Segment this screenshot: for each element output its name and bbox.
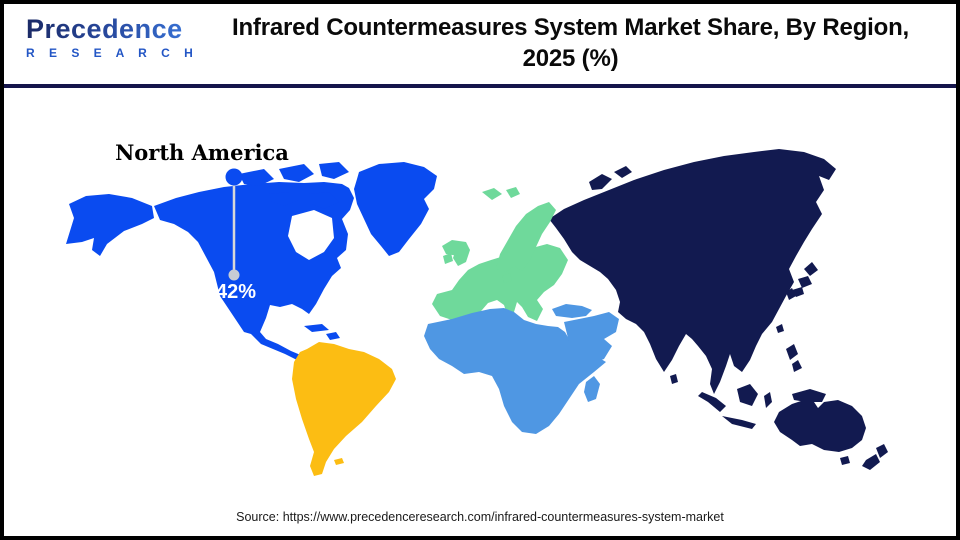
north-america-value: 42%	[215, 281, 257, 303]
taiwan	[776, 324, 784, 333]
chart-title-line2: 2025 (%)	[522, 45, 619, 72]
cuba	[304, 324, 329, 332]
world-map	[66, 149, 888, 476]
svalbard-west	[482, 188, 502, 200]
java	[722, 416, 756, 429]
arctic-island	[269, 192, 299, 206]
tasmania	[840, 456, 850, 465]
north-america-callout	[225, 168, 243, 281]
korea	[786, 288, 796, 300]
alaska	[66, 194, 154, 256]
asia-mainland	[549, 149, 836, 394]
logo-wordmark: Precedence	[26, 14, 199, 45]
arctic-island	[319, 162, 349, 179]
south-america-mainland	[292, 342, 396, 476]
africa	[424, 308, 606, 434]
japan-main	[798, 276, 812, 288]
arctic-island	[279, 164, 314, 182]
hispaniola	[326, 332, 340, 340]
denmark	[502, 273, 512, 283]
source-text: Source: https://www.precedenceresearch.c…	[236, 510, 724, 524]
region-middle-east-africa	[424, 304, 619, 434]
novaya-zemlya	[589, 174, 612, 190]
header: Precedence R E S E A R C H Infrared Coun…	[4, 4, 956, 82]
sri-lanka	[670, 374, 678, 384]
arctic-island	[239, 169, 274, 186]
precedence-research-logo: Precedence R E S E A R C H	[4, 4, 199, 60]
japan-north	[804, 262, 818, 276]
callout-top-dot	[225, 168, 243, 186]
logo-subtitle: R E S E A R C H	[26, 46, 199, 60]
arabia-iran	[564, 312, 619, 364]
north-america-label: North America	[115, 140, 289, 165]
region-south-america	[292, 342, 396, 476]
region-north-america	[66, 162, 437, 361]
ireland	[443, 253, 453, 264]
arctic-island	[309, 192, 339, 209]
novaya-zemlya-north	[614, 166, 632, 178]
sulawesi	[764, 392, 772, 408]
philippines-north	[786, 344, 798, 360]
header-divider	[4, 84, 956, 88]
chart-title: Infrared Countermeasures System Market S…	[199, 4, 956, 74]
australia	[774, 400, 866, 452]
sumatra	[698, 392, 726, 412]
scandinavia	[496, 202, 556, 272]
svalbard-east	[506, 187, 520, 198]
region-asia-pacific	[549, 149, 888, 470]
madagascar	[584, 376, 600, 402]
hudson-bay	[288, 210, 334, 260]
new-guinea	[792, 389, 826, 402]
chart-title-line1: Infrared Countermeasures System Market S…	[231, 14, 910, 41]
turkey	[552, 304, 592, 318]
philippines-south	[792, 360, 802, 372]
falkland-islands	[334, 458, 344, 465]
europe-mainland	[432, 244, 568, 328]
iceland	[442, 240, 470, 256]
new-zealand-south	[862, 454, 880, 470]
region-europe	[432, 187, 568, 328]
callout-anchor-dot	[228, 269, 240, 281]
new-zealand-north	[876, 444, 888, 458]
greenland	[354, 162, 437, 256]
borneo	[737, 384, 758, 406]
